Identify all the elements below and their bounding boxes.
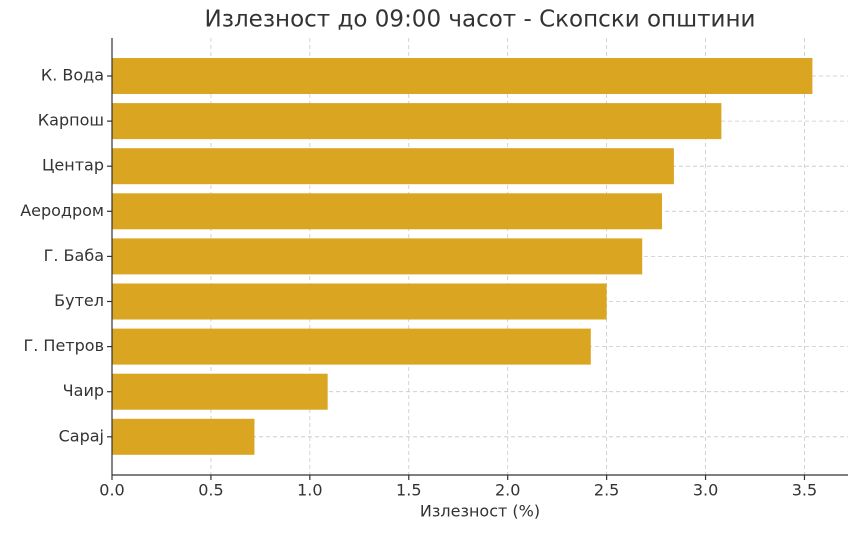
- bar: [112, 418, 255, 455]
- x-tick-label: 2.0: [495, 481, 520, 500]
- y-tick-label: Г. Петров: [24, 336, 105, 355]
- x-tick-label: 1.0: [297, 481, 322, 500]
- x-tick-label: 1.5: [396, 481, 421, 500]
- bar: [112, 193, 663, 230]
- x-tick-label: 3.0: [693, 481, 718, 500]
- y-tick-label: Г. Баба: [44, 246, 104, 265]
- y-tick-label: Чаир: [63, 381, 104, 400]
- x-tick-label: 0.5: [198, 481, 223, 500]
- y-tick-label: Центар: [42, 156, 104, 175]
- x-tick-label: 0.0: [99, 481, 124, 500]
- chart-title: Излезност до 09:00 часот - Скопски општи…: [205, 7, 756, 33]
- y-tick-label: Сарај: [59, 426, 104, 445]
- y-tick-label: Бутел: [54, 291, 104, 310]
- x-axis-label: Излезност (%): [420, 502, 540, 521]
- bar: [112, 283, 607, 320]
- y-tick-label: К. Вода: [41, 66, 104, 85]
- bar: [112, 148, 674, 185]
- y-tick-label: Аеродром: [20, 201, 104, 220]
- bar: [112, 238, 643, 275]
- y-tick-label: Карпош: [38, 111, 104, 130]
- bar: [112, 373, 328, 410]
- bar: [112, 58, 813, 94]
- x-tick-label: 3.5: [792, 481, 817, 500]
- bar: [112, 328, 591, 365]
- bar: [112, 103, 722, 140]
- x-tick-label: 2.5: [594, 481, 619, 500]
